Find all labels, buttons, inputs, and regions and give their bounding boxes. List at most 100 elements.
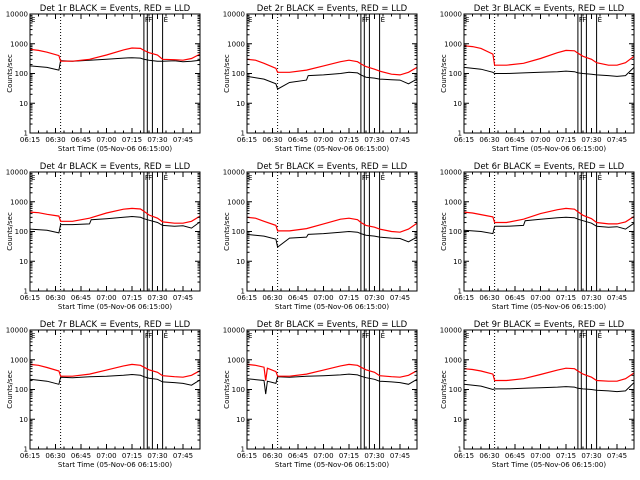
y-tick-label: 10: [236, 100, 245, 108]
lld-series-line: [29, 207, 201, 224]
x-tick-label: 06:45: [505, 452, 525, 460]
y-tick-label: 1000: [227, 40, 245, 48]
plot-frame: [246, 329, 418, 450]
x-tick-label: 07:30: [581, 136, 601, 144]
x-tick-label: 07:45: [607, 452, 627, 460]
plot-frame: [463, 171, 635, 292]
y-tick-label: 10000: [6, 11, 28, 19]
events-series-line: [463, 216, 635, 235]
annotation-mark: E: [31, 16, 35, 24]
y-tick-label: 100: [15, 228, 28, 236]
x-tick-label: 07:00: [530, 294, 550, 302]
x-tick-label: 07:30: [147, 294, 167, 302]
x-tick-label: 07:00: [313, 452, 333, 460]
y-tick-label: 10: [453, 416, 462, 424]
annotation-mark: E: [164, 16, 168, 24]
panel-title: Det 5r BLACK = Events, RED = LLD: [257, 162, 408, 172]
annotation-mark: F: [148, 174, 152, 182]
x-tick-label: 06:30: [262, 294, 282, 302]
y-tick-label: 100: [15, 70, 28, 78]
y-tick-label: 1000: [10, 40, 28, 48]
x-tick-label: 07:00: [96, 136, 116, 144]
x-tick-label: 06:15: [237, 136, 257, 144]
events-series-line: [29, 215, 201, 234]
x-tick-label: 07:30: [364, 452, 384, 460]
y-axis-label: Counts/sec: [440, 212, 448, 251]
annotation-mark: E: [164, 332, 168, 340]
x-axis-label: Start Time (05-Nov-06 06:15:00): [58, 145, 172, 153]
panel-title: Det 3r BLACK = Events, RED = LLD: [474, 4, 625, 14]
y-tick-label: 1000: [227, 356, 245, 364]
annotation-mark: F: [145, 16, 149, 24]
x-axis-label: Start Time (05-Nov-06 06:15:00): [275, 303, 389, 311]
plot-frame: [246, 13, 418, 134]
y-tick-label: 10000: [6, 169, 28, 177]
panel-title: Det 7r BLACK = Events, RED = LLD: [40, 320, 191, 330]
x-tick-label: 06:15: [454, 294, 474, 302]
y-axis-label: Counts/sec: [440, 54, 448, 93]
x-tick-label: 06:30: [479, 452, 499, 460]
lld-series-line: [463, 45, 635, 66]
panel-title: Det 8r BLACK = Events, RED = LLD: [257, 320, 408, 330]
x-tick-label: 06:15: [20, 294, 40, 302]
panel-title: Det 2r BLACK = Events, RED = LLD: [257, 4, 408, 14]
annotation-mark: E: [248, 332, 252, 340]
x-axis-label: Start Time (05-Nov-06 06:15:00): [492, 145, 606, 153]
y-tick-label: 1000: [444, 40, 462, 48]
y-tick-label: 1000: [444, 356, 462, 364]
y-tick-label: 1: [458, 130, 462, 138]
x-tick-label: 07:30: [364, 136, 384, 144]
x-tick-label: 06:45: [71, 136, 91, 144]
x-tick-label: 07:45: [173, 452, 193, 460]
annotation-mark: E: [465, 16, 469, 24]
events-series-line: [246, 373, 418, 395]
x-tick-label: 06:15: [454, 452, 474, 460]
annotation-mark: F: [148, 16, 152, 24]
y-tick-label: 1: [458, 288, 462, 296]
x-tick-label: 07:30: [147, 452, 167, 460]
x-tick-label: 07:15: [339, 136, 359, 144]
y-tick-label: 1: [458, 446, 462, 454]
y-tick-label: 10: [19, 100, 28, 108]
annotation-mark: E: [248, 174, 252, 182]
x-tick-label: 06:30: [479, 294, 499, 302]
x-tick-label: 06:45: [505, 294, 525, 302]
plot-frame: [29, 171, 201, 292]
y-tick-label: 10: [453, 258, 462, 266]
x-tick-label: 07:45: [607, 294, 627, 302]
y-tick-label: 10: [19, 258, 28, 266]
x-tick-label: 06:45: [288, 294, 308, 302]
annotation-mark: E: [381, 174, 385, 182]
x-tick-label: 06:15: [237, 452, 257, 460]
lld-series-line: [246, 216, 418, 233]
x-tick-label: 07:30: [147, 136, 167, 144]
x-tick-label: 07:15: [122, 294, 142, 302]
annotation-mark: F: [365, 16, 369, 24]
lld-series-line: [463, 207, 635, 225]
plot-frame: [463, 13, 635, 134]
x-tick-label: 07:45: [390, 452, 410, 460]
annotation-mark: F: [365, 332, 369, 340]
x-tick-label: 07:30: [364, 294, 384, 302]
panel-title: Det 4r BLACK = Events, RED = LLD: [40, 162, 191, 172]
annotation-mark: F: [362, 332, 366, 340]
x-tick-label: 07:00: [96, 294, 116, 302]
y-axis-label: Counts/sec: [6, 54, 14, 93]
x-tick-label: 06:30: [262, 136, 282, 144]
annotation-mark: F: [365, 174, 369, 182]
y-tick-label: 100: [449, 228, 462, 236]
lld-series-line: [246, 58, 418, 76]
y-tick-label: 10000: [440, 169, 462, 177]
x-tick-label: 07:45: [390, 136, 410, 144]
annotation-mark: F: [582, 332, 586, 340]
annotation-mark: E: [465, 174, 469, 182]
annotation-mark: F: [582, 174, 586, 182]
y-tick-label: 10000: [223, 327, 245, 335]
annotation-mark: E: [164, 174, 168, 182]
